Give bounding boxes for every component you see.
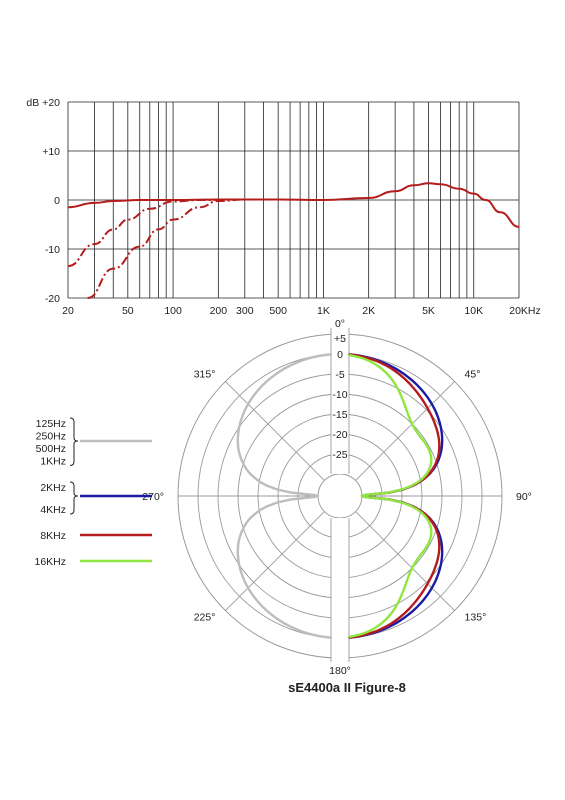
legend-label: 16KHz: [34, 556, 66, 568]
legend-label: 250Hz: [36, 431, 66, 443]
polar-spoke: [225, 511, 325, 611]
x-tick-label: 50: [122, 305, 134, 317]
angle-label: 225°: [194, 612, 216, 624]
polar-labels: +5 0 -5 -10 -15 -20 -25 0° 45° 90° 135° 180° 225° 270…: [142, 318, 532, 677]
legend-label: 125Hz: [36, 418, 66, 430]
x-tick-label: 2K: [362, 305, 375, 317]
series-line-dashed: [67, 198, 245, 268]
angle-label: 180°: [329, 665, 351, 677]
y-tick-label: dB +20: [26, 97, 60, 109]
legend-label: 2KHz: [40, 482, 66, 494]
radial-tick-label: -5: [335, 369, 344, 381]
y-tick-label: +10: [42, 146, 60, 158]
polar-inner-ring: [317, 473, 363, 519]
x-tick-label: 20: [62, 305, 74, 317]
series-line-dashed: [87, 198, 245, 299]
y-tick-label: 0: [54, 195, 60, 207]
legend-label: 1KHz: [40, 456, 66, 468]
legend-label: 500Hz: [36, 443, 66, 455]
radial-tick-label: -25: [332, 449, 347, 461]
series-line-solid: [67, 182, 520, 228]
radial-tick-label: -20: [332, 429, 347, 441]
angle-label: 270°: [142, 491, 164, 503]
y-tick-label: -20: [45, 293, 60, 305]
x-tick-label: 100: [164, 305, 182, 317]
polar-series: [236, 352, 444, 640]
polar-spoke: [225, 381, 325, 481]
figure-caption: sE4400a II Figure-8: [288, 680, 406, 695]
radial-tick-label: -15: [332, 409, 347, 421]
polar-spoke: [355, 511, 455, 611]
axis-band-bottom: [331, 518, 349, 664]
y-tick-label: -10: [45, 244, 60, 256]
x-tick-label: 1K: [317, 305, 330, 317]
x-tick-label: 500: [269, 305, 287, 317]
x-tick-label: 5K: [422, 305, 435, 317]
polar-curve: [347, 353, 433, 639]
axis-band-top: [331, 324, 349, 474]
angle-label: 0°: [335, 318, 345, 330]
x-tick-label: 200: [210, 305, 228, 317]
x-tick-label: 20KHz: [509, 305, 541, 317]
frequency-series: [67, 182, 520, 299]
angle-label: 135°: [465, 612, 487, 624]
x-tick-label: 300: [236, 305, 254, 317]
radial-tick-label: +5: [334, 333, 346, 345]
polar-grid: [177, 324, 503, 664]
x-tick-label: 10K: [464, 305, 483, 317]
polar-spoke: [355, 381, 455, 481]
legend-brace: [69, 417, 79, 466]
radial-tick-label: 0: [337, 349, 343, 361]
angle-label: 45°: [465, 368, 481, 380]
angle-label: 315°: [194, 368, 216, 380]
legend-label: 8KHz: [40, 530, 66, 542]
angle-label: 90°: [516, 491, 532, 503]
legend-brace: [69, 481, 79, 515]
polar-curve: [236, 352, 333, 640]
polar-pattern-chart: +5 0 -5 -10 -15 -20 -25 0° 45° 90° 135° 180° 225° 270…: [142, 318, 532, 677]
legend-label: 4KHz: [40, 504, 66, 516]
radial-tick-label: -10: [332, 389, 347, 401]
